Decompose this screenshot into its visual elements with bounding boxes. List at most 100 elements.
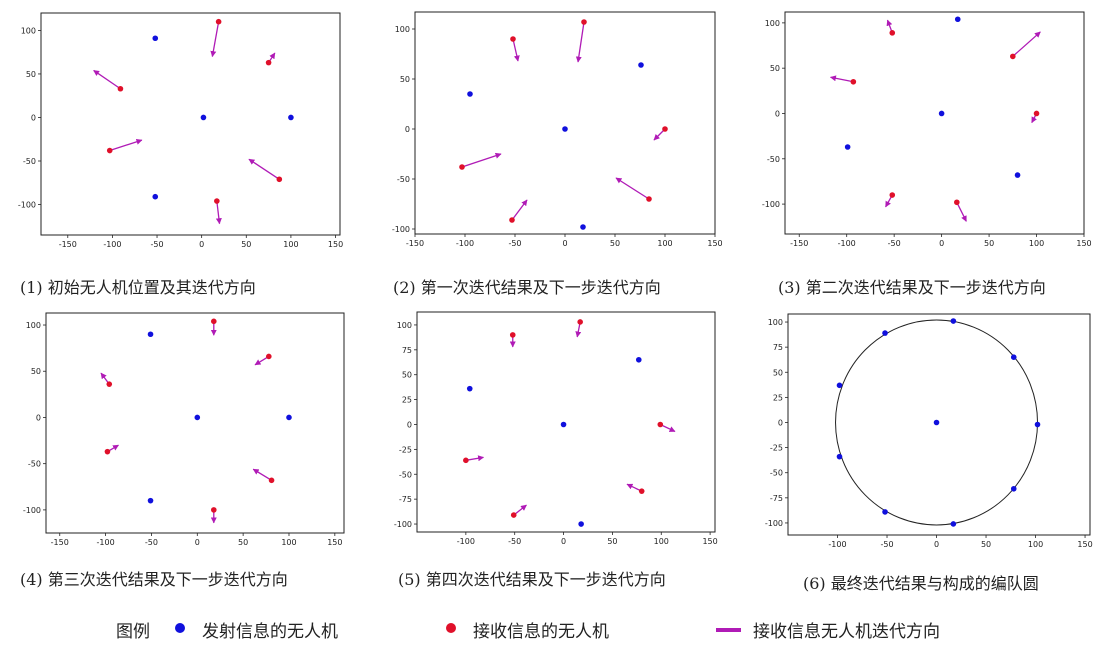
y-tick-label: 100 — [395, 25, 410, 34]
transmitter-point — [844, 144, 851, 150]
plot-frame — [40, 12, 341, 236]
y-tick-label: -100 — [23, 506, 41, 515]
y-tick-label: 50 — [400, 75, 410, 84]
x-tick-label: -100 — [456, 239, 474, 248]
receiver-point — [463, 457, 469, 464]
x-tick-label: -50 — [508, 239, 521, 248]
y-tick-label: 100 — [765, 19, 780, 28]
transmitter-point — [194, 414, 201, 421]
y-tick-label: -50 — [399, 470, 412, 479]
y-tick-label: 0 — [31, 113, 36, 122]
receiver-point — [889, 30, 896, 36]
y-tick-label: -100 — [762, 200, 780, 209]
x-tick-label: 100 — [654, 537, 669, 546]
transmitter-point — [950, 521, 957, 527]
x-tick-label: 50 — [610, 239, 620, 248]
y-tick-label: 75 — [773, 343, 783, 352]
x-tick-label: 0 — [561, 537, 566, 546]
transmitter-point — [286, 414, 292, 421]
receiver-point — [268, 477, 275, 484]
x-tick-label: -100 — [838, 239, 856, 248]
receiver-point — [954, 199, 960, 206]
transmitter-point — [954, 16, 961, 23]
x-tick-label: -150 — [790, 239, 808, 248]
legend-arrow-label: 接收信息无人机迭代方向 — [753, 622, 940, 642]
panel-3: -150 -100 -50 0 50 100 150 -100 -50 0 50 100 — [762, 11, 1092, 248]
x-tick-label: 150 — [707, 239, 722, 248]
iteration-arrow — [512, 38, 520, 62]
x-tick-label: 150 — [1077, 540, 1092, 549]
transmitter-point — [950, 318, 957, 324]
y-tick-label: 0 — [407, 420, 412, 429]
x-tick-label: 0 — [562, 239, 567, 248]
panel-5: -100 -50 0 50 100 150 -100 -75 -50 -25 0 25 50 75 100 — [394, 311, 718, 546]
x-tick-label: 50 — [238, 538, 248, 547]
receiver-point — [265, 59, 272, 66]
legend-transmitter-marker — [175, 623, 185, 633]
legend: 图例 发射信息的无人机 接收信息的无人机 接收信息无人机迭代方向 — [116, 622, 940, 642]
transmitter-point — [1010, 485, 1017, 492]
iteration-arrow — [465, 455, 485, 462]
transmitter-point — [1010, 354, 1017, 360]
x-tick-label: -100 — [97, 538, 115, 547]
transmitter-point — [288, 114, 294, 121]
caption-2: (2) 第一次迭代结果及下一步迭代方向 — [393, 278, 661, 297]
y-tick-label: 0 — [778, 418, 783, 427]
y-tick-label: -50 — [397, 175, 410, 184]
transmitter-point — [635, 356, 642, 363]
x-tick-label: -150 — [51, 538, 69, 547]
receiver-point — [117, 85, 124, 92]
receiver-point — [510, 512, 517, 518]
receiver-point — [266, 353, 272, 360]
x-tick-label: -150 — [406, 239, 424, 248]
iteration-arrow — [252, 468, 272, 481]
transmitter-point — [882, 509, 888, 515]
y-tick-label: -100 — [765, 519, 783, 528]
transmitter-point — [560, 421, 567, 428]
legend-receiver-label: 接收信息的无人机 — [473, 622, 609, 642]
transmitter-point — [836, 382, 843, 389]
receiver-point — [509, 217, 515, 223]
legend-transmitter-label: 发射信息的无人机 — [202, 622, 338, 642]
transmitter-point — [933, 419, 940, 426]
transmitter-point — [638, 62, 644, 68]
x-tick-label: -100 — [457, 537, 475, 546]
y-tick-label: 50 — [770, 64, 780, 73]
legend-title: 图例 — [116, 622, 150, 642]
receiver-point — [1010, 53, 1016, 60]
transmitter-point — [1034, 421, 1041, 428]
caption-5: (5) 第四次迭代结果及下一步迭代方向 — [398, 570, 666, 589]
transmitter-point — [562, 126, 568, 132]
receiver-point — [459, 164, 465, 170]
y-tick-label: -100 — [394, 520, 412, 529]
y-tick-label: -75 — [770, 494, 783, 503]
plot-frame — [784, 11, 1085, 235]
iteration-arrow — [956, 201, 967, 222]
iteration-arrow — [575, 21, 585, 63]
transmitter-point — [152, 35, 159, 42]
x-tick-label: -50 — [150, 240, 163, 249]
receiver-point — [510, 36, 516, 42]
y-tick-label: 50 — [26, 70, 36, 79]
receiver-point — [662, 126, 668, 132]
receiver-point — [210, 507, 217, 513]
x-tick-label: 150 — [702, 537, 717, 546]
receiver-point — [577, 319, 583, 325]
receiver-point — [1033, 110, 1040, 117]
transmitter-point — [836, 453, 843, 460]
caption-3: (3) 第二次迭代结果及下一步迭代方向 — [778, 278, 1046, 297]
x-tick-label: -50 — [145, 538, 158, 547]
transmitter-point — [578, 521, 584, 527]
iteration-arrow — [829, 75, 854, 83]
x-tick-label: -100 — [828, 540, 846, 549]
caption-1: (1) 初始无人机位置及其迭代方向 — [20, 278, 256, 297]
receiver-point — [850, 78, 857, 85]
transmitter-point — [466, 385, 473, 392]
iteration-arrow — [461, 152, 502, 168]
receiver-point — [106, 381, 113, 387]
x-tick-label: 150 — [1076, 239, 1091, 248]
receiver-point — [581, 19, 587, 25]
y-tick-label: 50 — [402, 371, 412, 380]
x-tick-label: 50 — [984, 239, 994, 248]
